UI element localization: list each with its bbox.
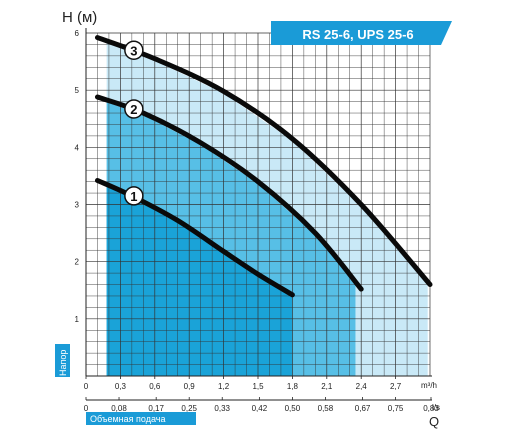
- curve-label-circle: [124, 40, 144, 61]
- x-tick-label-m3h: 0,6: [149, 382, 161, 391]
- y-side-label: Напор: [55, 344, 70, 377]
- x-tick-label-ls: 0,67: [355, 404, 371, 413]
- x-tick-label-m3h: 2,7: [390, 382, 402, 391]
- curve-label-text: 3: [130, 43, 137, 58]
- y-tick-label: 6: [75, 29, 80, 38]
- x-tick-label-m3h: 2,1: [321, 382, 333, 391]
- x-tick-label-ls: 0,25: [181, 404, 197, 413]
- y-side-label-text: Напор: [58, 350, 68, 376]
- x-tick-label-m3h: 0,3: [115, 382, 127, 391]
- x-tick-label-ls: 0,42: [252, 404, 268, 413]
- curve-label-text: 2: [130, 102, 137, 117]
- region-1: [106, 186, 293, 376]
- title-banner: RS 25-6, UPS 25-6: [271, 21, 452, 45]
- x-tick-label-ls: 0,33: [214, 404, 230, 413]
- x-tick-label-m3h: 1,5: [252, 382, 264, 391]
- x-tick-labels-ls: 0 0,08 0,17 0,25 0,33 0,42 0,50 0,58 0,67 0,75 0,8…: [84, 397, 439, 413]
- x-top-unit: m³/h: [421, 381, 437, 390]
- y-tick-label: 3: [75, 201, 80, 210]
- x-tick-label-m3h: 0,9: [184, 382, 196, 391]
- chart-grid: [85, 32, 431, 377]
- curve-label-1: 1: [124, 186, 144, 206]
- x-tick-label-ls: 0,58: [318, 404, 334, 413]
- y-axis-title: H (м): [62, 9, 97, 26]
- curve-label-3: 3: [124, 40, 144, 61]
- curve-2: [94, 94, 364, 292]
- title-banner-bg: [271, 21, 452, 45]
- x-tick-labels-m3h: 0 0,3 0,6 0,9 1,2 1,5 1,8 2,1 2,4 2,7: [84, 376, 402, 391]
- x-tick-label-m3h: 2,4: [356, 382, 368, 391]
- x-bottom-label-bg: [86, 412, 196, 425]
- y-side-label-bg: [55, 344, 70, 377]
- x-tick-label-m3h: 0: [84, 382, 89, 391]
- x-bottom-symbol: Q: [429, 414, 439, 429]
- x-tick-label-ls: 0: [84, 404, 89, 413]
- y-tick-label: 4: [75, 143, 80, 152]
- curve-label-text: 1: [130, 189, 137, 204]
- x-tick-label-m3h: 1,2: [218, 382, 230, 391]
- x-bottom-unit: l/s: [432, 403, 440, 412]
- x-tick-label-ls: 0,83: [423, 404, 439, 413]
- x-bottom-label: Объемная подача: [86, 412, 196, 425]
- curve-3: [94, 35, 433, 288]
- x-tick-label-ls: 0,17: [148, 404, 164, 413]
- y-tick-labels: 1 2 3 4 5 6: [75, 29, 80, 324]
- curve-label-circle: [124, 99, 144, 119]
- y-tick-label: 5: [75, 86, 80, 95]
- x-tick-label-ls: 0,08: [111, 404, 127, 413]
- x-tick-label-m3h: 1,8: [287, 382, 299, 391]
- curve-label-circle: [124, 186, 144, 206]
- curve-label-2: 2: [124, 99, 144, 119]
- y-tick-label: 2: [75, 258, 80, 267]
- curve-labels: 1 2 3: [124, 40, 144, 206]
- x-tick-label-ls: 0,50: [285, 404, 301, 413]
- x-bottom-label-text: Объемная подача: [90, 414, 165, 424]
- x-tick-label-ls: 0,75: [388, 404, 404, 413]
- y-tick-label: 1: [75, 315, 80, 324]
- chart-title: RS 25-6, UPS 25-6: [302, 27, 413, 42]
